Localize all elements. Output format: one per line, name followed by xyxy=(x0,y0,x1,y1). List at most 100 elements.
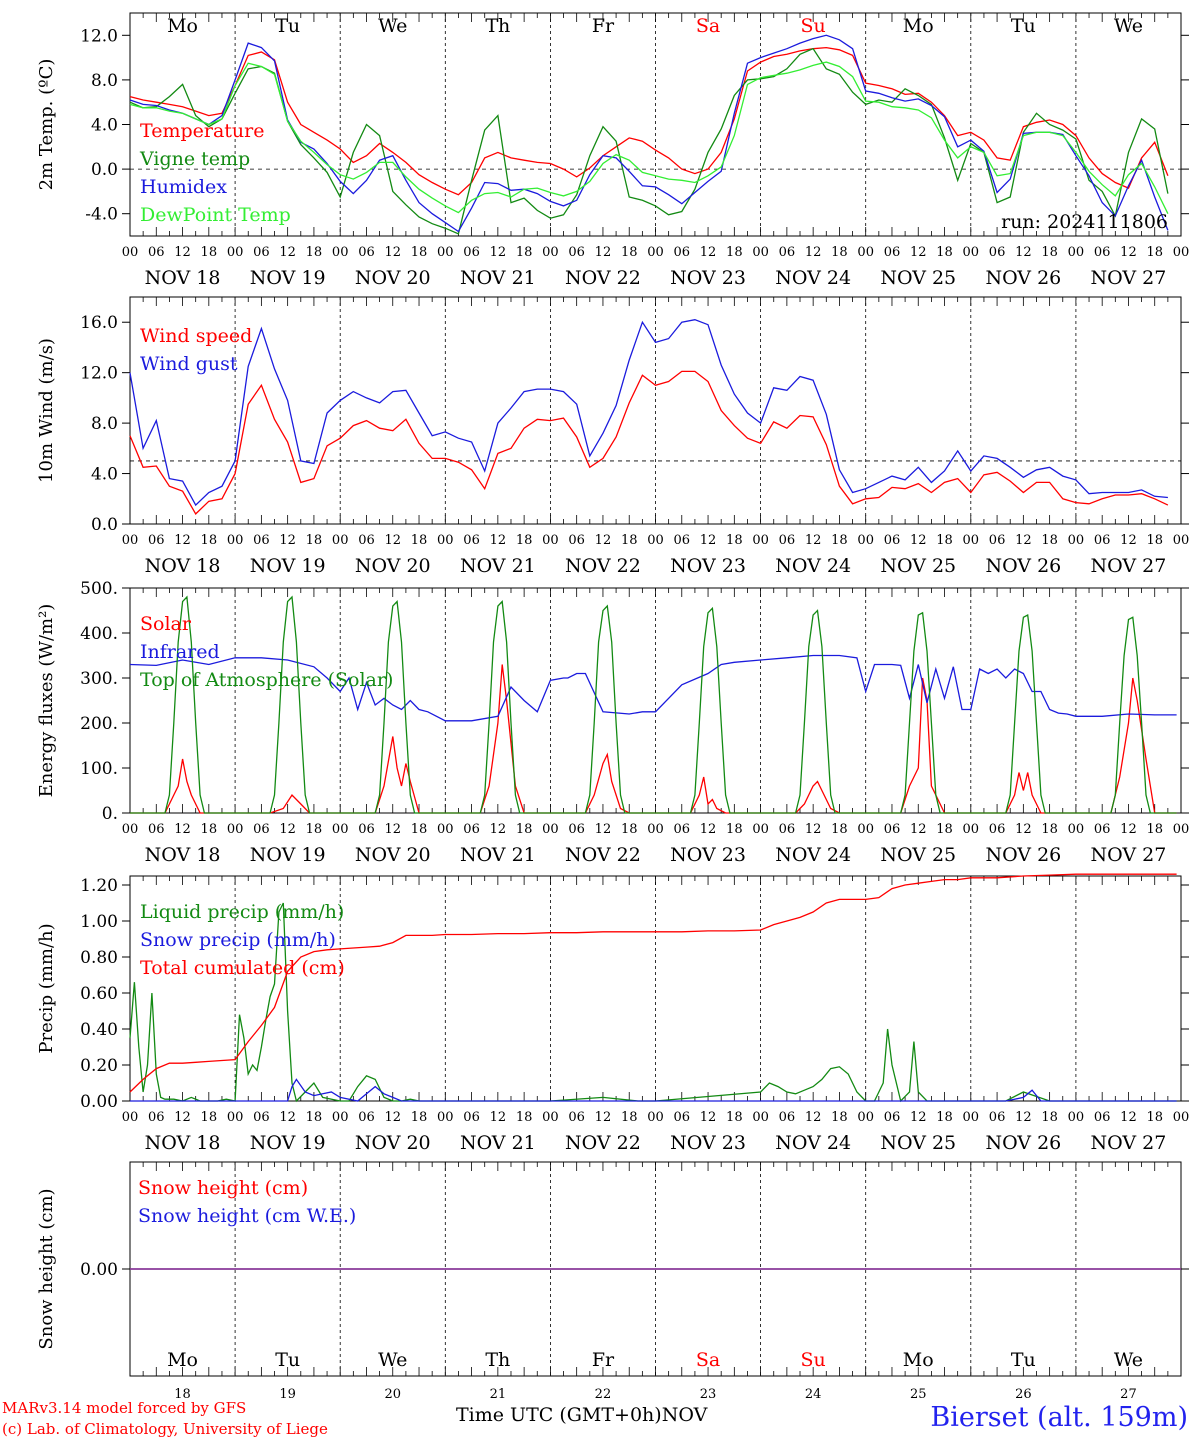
panel-4-date-label: NOV 24 xyxy=(775,1132,851,1154)
panel-3-hour-label: 00 xyxy=(227,822,244,837)
panel-3-hour-label: 00 xyxy=(857,822,874,837)
panel-2-date-label: NOV 19 xyxy=(250,555,326,577)
panel-2-legend-blue: Wind gust xyxy=(140,353,238,375)
panel-1-hour-label: 06 xyxy=(253,245,270,260)
panel-1-dow-label: Tu xyxy=(275,15,300,37)
panel-1-hour-label: 18 xyxy=(831,245,848,260)
panel-1-series-green-line xyxy=(129,47,1169,235)
panel-4-hour-label: 18 xyxy=(516,1110,533,1125)
panel-2-ytick-label: 12.0 xyxy=(80,364,118,384)
panel-4-hour-label: 06 xyxy=(1094,1110,1111,1125)
panel-5-dow-label: Su xyxy=(801,1349,826,1371)
model-label: MARv3.14 model forced by GFS xyxy=(2,1399,247,1417)
panel-2-hour-label: 06 xyxy=(989,533,1006,548)
panel-5-day-number: 19 xyxy=(279,1387,296,1402)
panel-1-dow-label: Mo xyxy=(903,15,934,37)
panel-2-date-label: NOV 18 xyxy=(145,555,221,577)
panel-5-day-number: 26 xyxy=(1015,1387,1032,1402)
panel-1-frame xyxy=(129,12,1182,237)
panel-4-hour-label: 12 xyxy=(174,1110,191,1125)
panel-1-hour-label: 18 xyxy=(726,245,743,260)
panel-4-hour-label: 18 xyxy=(831,1110,848,1125)
panel-2-hour-label: 18 xyxy=(936,533,953,548)
panel-2-date-label: NOV 27 xyxy=(1091,555,1167,577)
panel-3-date-label: NOV 24 xyxy=(775,844,851,866)
panel-2-hour-label: 12 xyxy=(700,533,717,548)
panel-1-hour-label: 12 xyxy=(490,245,507,260)
panel-4-hour-label: 00 xyxy=(1068,1110,1085,1125)
panel-1-hour-label: 00 xyxy=(963,245,980,260)
panel-5-ytick-label: 0.00 xyxy=(80,1260,118,1280)
panel-4-ytick-label: 0.20 xyxy=(80,1056,118,1076)
panel-3-series-green-line xyxy=(130,595,1177,814)
panel-4-hour-label: 18 xyxy=(1146,1110,1163,1125)
panel-2-date-label: NOV 23 xyxy=(670,555,746,577)
panel-3-hour-label: 00 xyxy=(752,822,769,837)
panel-1-date-label: NOV 21 xyxy=(460,267,536,289)
panel-5-day-number: 23 xyxy=(700,1387,717,1402)
panel-5-dow-label: We xyxy=(378,1349,407,1371)
run-label: run: 2024111806 xyxy=(1001,211,1168,233)
panel-4-hour-label: 12 xyxy=(1015,1110,1032,1125)
panel-4-hour-label: 00 xyxy=(1173,1110,1190,1125)
panel-1-hour-label: 06 xyxy=(779,245,796,260)
panel-1-hour-label: 06 xyxy=(989,245,1006,260)
panel-1-hour-label: 12 xyxy=(1015,245,1032,260)
panel-2-hour-label: 18 xyxy=(621,533,638,548)
panel-2-hour-label: 18 xyxy=(1146,533,1163,548)
panel-3-ytick-label: 500. xyxy=(80,579,118,599)
panel-5-day-number: 21 xyxy=(490,1387,507,1402)
panel-4-hour-label: 18 xyxy=(936,1110,953,1125)
panel-3-hour-label: 06 xyxy=(989,822,1006,837)
panel-3-legend-blue: Infrared xyxy=(140,641,220,663)
panel-2-hour-label: 06 xyxy=(463,533,480,548)
panel-3-hour-label: 12 xyxy=(384,822,401,837)
panel-1-ytick-label: 0.0 xyxy=(91,160,118,180)
panel-1-date-label: NOV 26 xyxy=(985,267,1061,289)
panel-1-legend-green: Vigne temp xyxy=(139,148,250,170)
panel-2-date-label: NOV 20 xyxy=(355,555,431,577)
panel-5-dow-label: Mo xyxy=(903,1349,934,1371)
panel-1-date-label: NOV 27 xyxy=(1091,267,1167,289)
panel-3-hour-label: 00 xyxy=(963,822,980,837)
panel-3-hour-label: 12 xyxy=(595,822,612,837)
panel-1-ylabel: 2m Temp. (ºC) xyxy=(36,59,57,191)
panel-2-series-blue-line xyxy=(129,319,1168,507)
panel-4-hour-label: 12 xyxy=(490,1110,507,1125)
panel-2-hour-label: 00 xyxy=(1068,533,1085,548)
panel-4-date-label: NOV 27 xyxy=(1091,1132,1167,1154)
panel-4-hour-label: 06 xyxy=(253,1110,270,1125)
panel-4-hour-label: 00 xyxy=(227,1110,244,1125)
panel-1-ytick-label: 8.0 xyxy=(91,71,118,91)
panel-3-date-label: NOV 27 xyxy=(1091,844,1167,866)
panel-3-date-label: NOV 22 xyxy=(565,844,641,866)
panel-4-hour-label: 06 xyxy=(358,1110,375,1125)
panel-1-hour-label: 18 xyxy=(936,245,953,260)
panel-1-legend-lime: DewPoint Temp xyxy=(140,204,291,226)
panel-1-hour-label: 18 xyxy=(1041,245,1058,260)
panel-1-hour-label: 12 xyxy=(384,245,401,260)
panel-2-hour-label: 00 xyxy=(1173,533,1190,548)
panel-3-date-label: NOV 23 xyxy=(670,844,746,866)
panel-3-date-label: NOV 18 xyxy=(145,844,221,866)
panel-2-hour-label: 00 xyxy=(227,533,244,548)
panel-3-hour-label: 12 xyxy=(700,822,717,837)
panel-2-hour-label: 12 xyxy=(805,533,822,548)
panel-4-hour-label: 12 xyxy=(1120,1110,1137,1125)
panel-1-date-label: NOV 25 xyxy=(880,267,956,289)
panel-1-hour-label: 00 xyxy=(122,245,139,260)
time-axis-title: Time UTC (GMT+0h) xyxy=(456,1404,662,1426)
panel-4-series-blue-line xyxy=(130,1078,1177,1102)
panel-3-series-blue-line xyxy=(129,654,1177,722)
panel-3-hour-label: 00 xyxy=(332,822,349,837)
panel-2-hour-label: 00 xyxy=(437,533,454,548)
panel-1-dow-label: We xyxy=(378,15,407,37)
panel-4-hour-label: 18 xyxy=(1041,1110,1058,1125)
panel-2-hour-label: 18 xyxy=(726,533,743,548)
panel-3-date-label: NOV 20 xyxy=(355,844,431,866)
panel-3-hour-label: 12 xyxy=(490,822,507,837)
panel-3-hour-label: 12 xyxy=(910,822,927,837)
panel-2-hour-label: 00 xyxy=(542,533,559,548)
panel-3-hour-label: 12 xyxy=(1120,822,1137,837)
panel-1-dow-label: Th xyxy=(485,15,510,37)
